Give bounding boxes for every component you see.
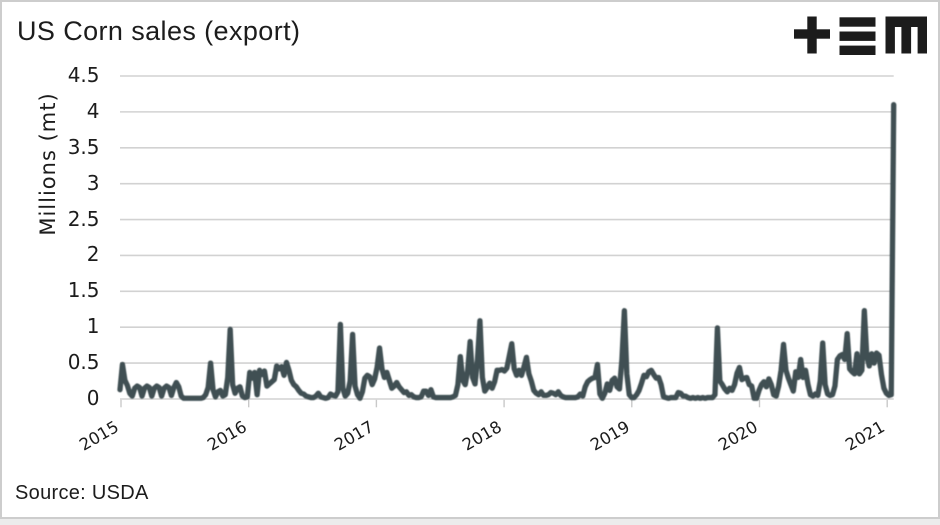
- tem-logo: [794, 16, 927, 55]
- data-line: [117, 102, 897, 401]
- y-tick-label: 2.5: [67, 206, 100, 231]
- source-note: Source: USDA: [15, 482, 149, 504]
- y-tick-label: 3.5: [67, 134, 100, 159]
- y-tick-label: 1.5: [67, 278, 100, 303]
- y-tick-label: 4: [86, 98, 100, 123]
- y-tick-label: 4.5: [67, 62, 100, 87]
- y-tick-label: 0.5: [67, 350, 100, 375]
- plus-icon: [794, 16, 830, 54]
- y-tick-label: 0: [86, 386, 100, 410]
- m-icon: [885, 16, 927, 54]
- bars-icon: [839, 17, 876, 55]
- y-tick-label: 3: [86, 170, 100, 195]
- y-tick-label: 1: [86, 314, 100, 339]
- x-axis-ticks: [120, 399, 888, 408]
- y-tick-label: 2: [86, 242, 100, 267]
- chart-title: US Corn sales (export): [17, 16, 301, 46]
- gridlines: [120, 75, 894, 400]
